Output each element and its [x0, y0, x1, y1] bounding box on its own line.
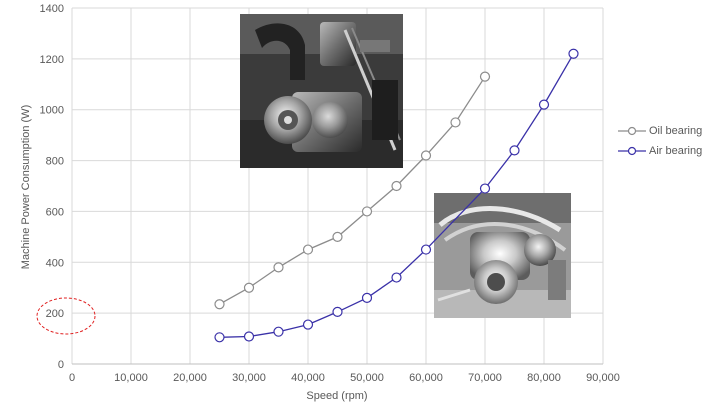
y-axis-label: Machine Power Consumption (W) — [20, 105, 32, 269]
oil-bearing-legend-marker-icon — [618, 126, 646, 136]
x-tick-label: 30,000 — [232, 372, 266, 384]
oil-bearing-data-point — [450, 117, 461, 128]
legend-label-oil-bearing: Oil bearing — [649, 125, 703, 137]
x-tick-label: 20,000 — [173, 372, 207, 384]
x-tick-label: 60,000 — [409, 372, 443, 384]
air-bearing-data-point — [509, 145, 520, 156]
oil-bearing-data-point — [332, 231, 343, 242]
x-tick-label: 40,000 — [291, 372, 325, 384]
x-tick-label: 80,000 — [527, 372, 561, 384]
oil-bearing-data-point — [391, 180, 402, 192]
air-bearing-data-point — [391, 272, 402, 283]
x-tick-label: 90,000 — [586, 372, 620, 384]
legend-item-oil-bearing: Oil bearing — [618, 121, 702, 141]
y-tick-label: 400 — [46, 257, 64, 269]
oil-bearing-data-point — [214, 299, 225, 310]
oil-bearing-data-point — [302, 244, 314, 255]
oil-bearing-data-point — [420, 150, 432, 161]
y-tick-label: 1200 — [40, 54, 64, 66]
legend-item-air-bearing: Air bearing — [618, 141, 702, 161]
x-tick-label: 50,000 — [350, 372, 384, 384]
air-bearing-data-point — [302, 319, 314, 330]
axes: 0 200 400 600 800 1000 1200 1400 0 10,000 20,000 30… — [40, 3, 620, 384]
air-bearing-data-point — [568, 48, 579, 59]
oil-bearing-machine-photo — [240, 14, 403, 168]
oil-bearing-data-point — [479, 71, 491, 82]
series-layer — [214, 48, 579, 343]
x-tick-label: 70,000 — [468, 372, 502, 384]
air-bearing-legend-marker-icon — [618, 146, 646, 156]
y-tick-label: 600 — [46, 206, 64, 218]
air-bearing-data-point — [214, 332, 225, 343]
x-tick-label: 0 — [69, 372, 75, 384]
oil-bearing-series-line — [219, 76, 486, 305]
air-bearing-data-point — [479, 183, 491, 194]
air-bearing-data-point — [420, 244, 432, 255]
y-tick-label: 200 — [46, 308, 64, 320]
y-tick-label: 1400 — [40, 3, 64, 15]
air-bearing-data-point — [332, 306, 343, 317]
oil-bearing-data-point — [243, 282, 255, 293]
y-tick-label: 800 — [46, 156, 64, 168]
air-bearing-data-point — [273, 326, 284, 337]
oil-bearing-data-point — [361, 206, 373, 217]
oil-bearing-data-point — [273, 262, 284, 273]
air-bearing-data-point — [361, 292, 373, 303]
air-bearing-data-point — [538, 99, 550, 110]
y-tick-label: 1000 — [40, 105, 64, 117]
air-bearing-data-point — [243, 331, 255, 342]
legend-label-air-bearing: Air bearing — [649, 145, 703, 157]
highlight-ellipse-annotation — [36, 297, 96, 335]
x-tick-label: 10,000 — [114, 372, 148, 384]
legend: Oil bearing Air bearing — [618, 121, 702, 161]
y-tick-label: 0 — [58, 359, 64, 371]
air-bearing-machine-photo — [434, 193, 571, 318]
x-axis-label: Speed (rpm) — [306, 390, 367, 402]
